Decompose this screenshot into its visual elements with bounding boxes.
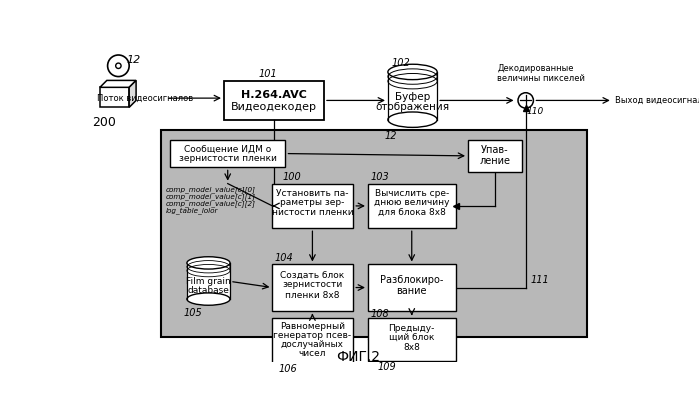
Text: 12: 12 xyxy=(384,131,397,141)
Bar xyxy=(273,184,353,228)
Text: 108: 108 xyxy=(370,309,389,319)
Text: 101: 101 xyxy=(259,69,277,79)
Bar xyxy=(368,318,456,361)
Text: 105: 105 xyxy=(184,308,203,318)
Text: чисел: чисел xyxy=(298,349,326,358)
Text: зернистости: зернистости xyxy=(282,280,343,289)
Text: 109: 109 xyxy=(377,362,396,372)
Text: днюю величину: днюю величину xyxy=(374,198,449,207)
Ellipse shape xyxy=(108,55,129,77)
Text: щий блок: щий блок xyxy=(389,333,435,342)
Text: 103: 103 xyxy=(370,172,389,182)
Polygon shape xyxy=(129,81,136,107)
Text: генератор псев-: генератор псев- xyxy=(273,331,352,340)
Circle shape xyxy=(518,93,533,108)
Bar xyxy=(170,140,285,167)
Text: 104: 104 xyxy=(275,252,294,263)
Text: 106: 106 xyxy=(278,364,297,374)
Text: Поток видеосигналов: Поток видеосигналов xyxy=(97,94,193,103)
Text: ФИГ.2: ФИГ.2 xyxy=(336,350,380,364)
Text: 100: 100 xyxy=(282,172,301,182)
Text: отображения: отображения xyxy=(375,102,449,112)
Bar xyxy=(273,265,353,311)
Text: 12: 12 xyxy=(127,55,141,65)
Bar xyxy=(161,131,587,337)
Bar xyxy=(368,265,456,311)
Text: Установить па-: Установить па- xyxy=(276,189,349,198)
Polygon shape xyxy=(100,81,136,88)
Text: Видеодекодер: Видеодекодер xyxy=(231,102,317,112)
Text: дослучайных: дослучайных xyxy=(281,340,344,349)
Text: для блока 8х8: для блока 8х8 xyxy=(378,208,446,217)
Text: зернистости пленки: зернистости пленки xyxy=(179,154,277,163)
Text: 8х8: 8х8 xyxy=(403,343,420,352)
Bar xyxy=(273,318,353,363)
Text: database: database xyxy=(187,286,229,295)
Text: 111: 111 xyxy=(531,275,549,285)
Text: Film grain: Film grain xyxy=(186,277,231,286)
Ellipse shape xyxy=(187,257,230,269)
Text: Разблокиро-: Разблокиро- xyxy=(380,275,443,285)
Text: Упав-: Упав- xyxy=(481,145,509,155)
Text: нистости пленки: нистости пленки xyxy=(272,208,353,217)
Bar xyxy=(468,140,522,172)
Bar xyxy=(368,184,456,228)
Ellipse shape xyxy=(388,64,437,80)
Text: Вычислить сре-: Вычислить сре- xyxy=(375,189,449,198)
Text: Буфер: Буфер xyxy=(395,92,430,102)
Text: 110: 110 xyxy=(526,107,544,116)
Text: H.264.AVC: H.264.AVC xyxy=(241,90,307,100)
Text: 102: 102 xyxy=(391,58,410,68)
Bar xyxy=(187,263,230,299)
Ellipse shape xyxy=(116,63,121,68)
Text: пленки 8х8: пленки 8х8 xyxy=(285,291,340,300)
Bar xyxy=(224,81,324,120)
Bar xyxy=(100,88,129,107)
Text: Выход видеосигналов: Выход видеосигналов xyxy=(615,96,699,105)
Text: вание: вание xyxy=(396,287,427,296)
Text: comp_model_value[c][1]: comp_model_value[c][1] xyxy=(166,193,256,200)
Text: ление: ление xyxy=(480,156,510,166)
Ellipse shape xyxy=(388,112,437,127)
Text: Предыду-: Предыду- xyxy=(389,324,435,333)
Text: Декодированные
величины пикселей: Декодированные величины пикселей xyxy=(497,64,585,83)
Text: 200: 200 xyxy=(92,116,117,129)
Text: Равномерный: Равномерный xyxy=(280,322,345,330)
Text: comp_model_value[c][0]: comp_model_value[c][0] xyxy=(166,186,256,193)
Text: log_table_lolor: log_table_lolor xyxy=(166,207,219,214)
Ellipse shape xyxy=(187,293,230,305)
Text: Сообщение ИДМ о: Сообщение ИДМ о xyxy=(184,144,271,153)
Text: comp_model_value[c][2]: comp_model_value[c][2] xyxy=(166,200,256,207)
Text: раметры зер-: раметры зер- xyxy=(280,198,345,207)
Text: Создать блок: Создать блок xyxy=(280,271,345,280)
Bar xyxy=(388,72,437,120)
